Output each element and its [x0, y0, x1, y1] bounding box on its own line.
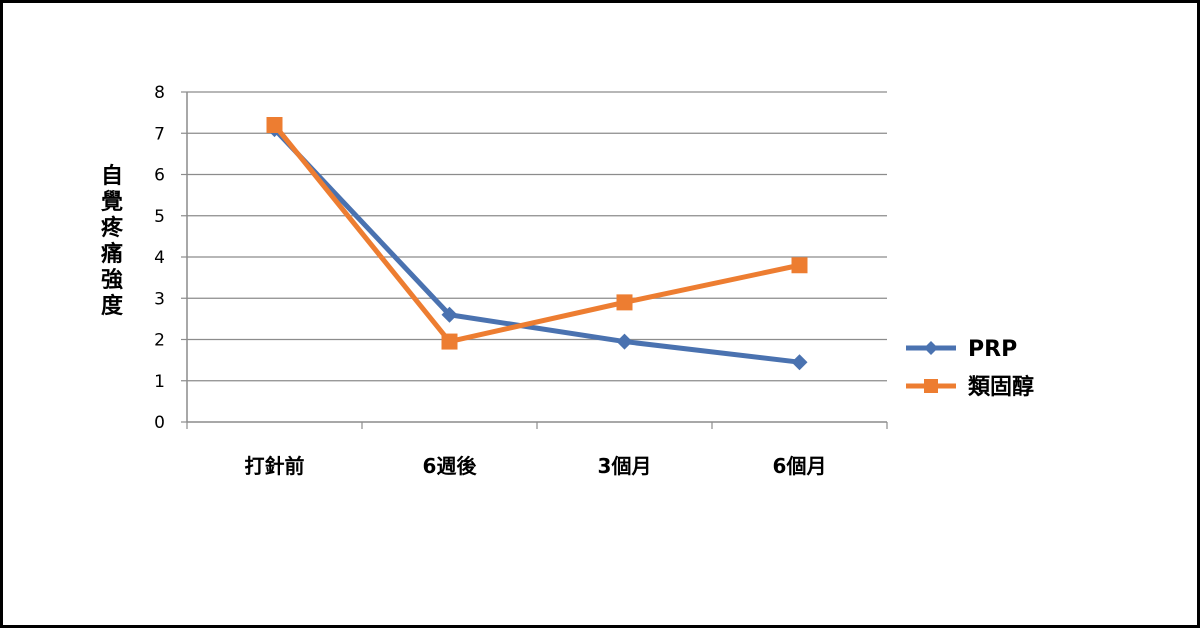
data-point	[616, 333, 633, 350]
y-tick-label: 7	[154, 124, 165, 144]
y-tick-label: 0	[154, 413, 165, 433]
x-tick-label: 打針前	[245, 454, 305, 478]
data-point	[266, 117, 283, 133]
data-point	[791, 257, 808, 274]
gridlines	[187, 91, 887, 382]
legend-item: 類固醇	[906, 374, 1034, 400]
series-1	[266, 117, 808, 350]
x-tick-labels: 打針前 6週後 3個月 6個月	[245, 454, 827, 478]
data-point	[441, 306, 458, 323]
legend-item: PRP	[906, 337, 1017, 362]
data-point	[616, 294, 633, 311]
y-tick-labels: 0 1 2 3 4 5 6 7 8	[154, 83, 165, 433]
legend-marker	[924, 341, 938, 355]
legend-label: 類固醇	[968, 374, 1034, 400]
y-axis-label-char: 痛	[101, 241, 123, 267]
series-0	[266, 121, 808, 371]
series-line	[272, 123, 801, 345]
x-tick-label: 3個月	[598, 454, 652, 478]
y-axis-label-char: 疼	[101, 215, 124, 241]
y-axis-label-char: 自	[101, 163, 123, 189]
y-tick-label: 6	[154, 166, 165, 186]
data-point	[441, 333, 458, 350]
x-tick-label: 6週後	[423, 454, 478, 478]
x-tick-label: 6個月	[773, 454, 827, 478]
legend-label: PRP	[968, 337, 1017, 362]
y-tick-label: 2	[154, 331, 165, 351]
y-tick-label: 1	[154, 372, 165, 392]
y-axis-label-char: 度	[101, 293, 124, 319]
series-line	[272, 127, 800, 365]
series-group	[266, 117, 808, 371]
y-tick-label: 3	[154, 289, 165, 309]
y-tick-label: 5	[154, 207, 165, 227]
y-axis-label-char: 強	[101, 267, 123, 293]
data-point	[791, 354, 808, 371]
y-tick-label: 8	[154, 83, 165, 103]
legend: PRP 類固醇	[906, 337, 1034, 400]
legend-marker	[924, 379, 938, 393]
axes	[181, 91, 888, 429]
y-axis-label-char: 覺	[100, 190, 123, 215]
y-tick-label: 4	[154, 248, 165, 268]
